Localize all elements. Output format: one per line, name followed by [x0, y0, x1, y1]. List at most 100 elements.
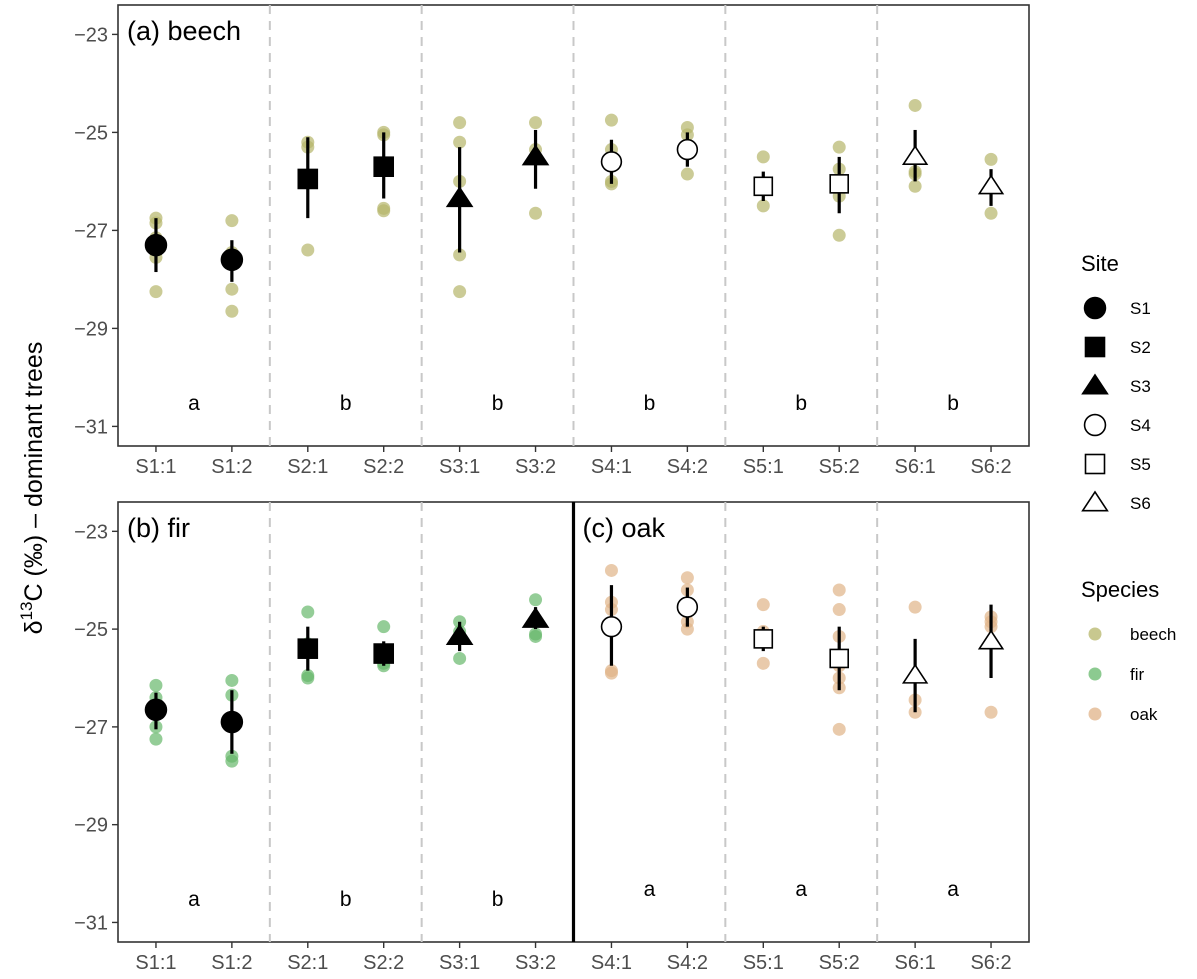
y-tick-label: −29	[74, 318, 108, 340]
group-letter: a	[188, 888, 200, 911]
observation-point	[225, 214, 239, 228]
x-tick-label: S2:2	[363, 456, 404, 478]
legend-site-label: S6	[1130, 494, 1151, 513]
observation-point	[832, 722, 846, 736]
legend-species-key	[1088, 707, 1102, 721]
mean-marker	[829, 174, 850, 194]
observation-point	[453, 285, 467, 299]
group-letter: b	[795, 392, 807, 415]
legend-site-key	[1081, 490, 1109, 512]
observation-point	[453, 651, 467, 665]
group-letter: a	[644, 878, 656, 901]
x-tick-label: S3:1	[439, 952, 480, 974]
group-letter: b	[340, 392, 352, 415]
legend-site-key	[1084, 336, 1106, 358]
x-tick-label: S5:2	[819, 952, 860, 974]
y-tick-label: −31	[74, 912, 108, 934]
x-tick-label: S1:2	[211, 952, 252, 974]
x-tick-label: S6:1	[895, 952, 936, 974]
legend-site-key	[1083, 296, 1107, 320]
x-tick-label: S3:1	[439, 456, 480, 478]
observation-point	[149, 285, 163, 299]
x-tick-label: S5:1	[743, 456, 784, 478]
mean-marker	[445, 623, 474, 645]
observation-point	[377, 204, 391, 218]
observation-point	[832, 228, 846, 242]
observation-point	[453, 135, 467, 149]
mean-marker	[901, 663, 929, 684]
group-letter: b	[644, 392, 656, 415]
x-tick-label: S3:2	[515, 952, 556, 974]
y-tick-label: −23	[74, 24, 108, 46]
legend-site-label: S3	[1130, 377, 1151, 396]
y-tick-label: −25	[74, 122, 108, 144]
observation-point	[377, 620, 391, 634]
observation-point	[529, 629, 543, 643]
observation-point	[832, 583, 846, 597]
x-tick-label: S5:1	[743, 952, 784, 974]
mean-marker	[676, 596, 699, 618]
group-letter: a	[188, 392, 200, 415]
observation-point	[604, 113, 618, 127]
mean-marker	[220, 710, 244, 734]
mean-marker	[220, 248, 244, 272]
observation-point	[225, 282, 239, 296]
y-axis-title: δ13C (‰) – dominant trees	[17, 342, 48, 635]
x-tick-label: S3:2	[515, 456, 556, 478]
observation-point	[149, 732, 163, 746]
observation-point	[225, 673, 239, 687]
observation-point	[984, 206, 998, 220]
observation-point	[984, 152, 998, 166]
legend-species-key	[1088, 667, 1102, 681]
panel-title: (b) fir	[127, 513, 190, 543]
observation-point	[225, 304, 239, 318]
mean-marker	[144, 698, 168, 722]
mean-marker	[676, 138, 699, 161]
y-tick-label: −23	[74, 521, 108, 543]
observation-point	[301, 605, 315, 619]
legend-title-species: Species	[1081, 577, 1159, 602]
legend-site-label: S2	[1130, 338, 1151, 357]
mean-marker	[373, 156, 395, 177]
legend-site-label: S5	[1130, 455, 1151, 474]
mean-marker	[445, 186, 474, 208]
x-tick-label: S6:1	[895, 456, 936, 478]
x-tick-label: S1:2	[211, 456, 252, 478]
x-tick-label: S4:2	[667, 456, 708, 478]
mean-marker	[977, 629, 1005, 650]
observation-point	[908, 98, 922, 112]
mean-marker	[521, 606, 550, 628]
mean-marker	[297, 168, 319, 190]
legend-site-key	[1084, 453, 1106, 475]
y-tick-label: −27	[74, 717, 108, 739]
mean-marker	[901, 145, 929, 166]
legend-site-key	[1081, 373, 1109, 395]
panel-top: −23 −25 −27 −29 −31 S1:1 S1:2 S2:1 S2:2 S3:1 S3:2 S…	[74, 4, 1030, 478]
y-tick-label: −31	[74, 416, 108, 438]
y-axis-title-delta: δ	[20, 620, 48, 634]
mean-marker	[600, 615, 623, 638]
legend-site-label: S1	[1130, 299, 1151, 318]
y-axis-title-rest: C (‰) – dominant trees	[20, 342, 48, 602]
group-letter: b	[492, 392, 504, 415]
observation-point	[908, 600, 922, 614]
observation-point	[453, 248, 467, 262]
legend: Site S1 S2 S3 S4 S5 S6 Species beech fir oak	[1081, 251, 1176, 724]
legend-site-label: S4	[1130, 416, 1151, 435]
y-tick-label: −25	[74, 619, 108, 641]
mean-marker	[977, 174, 1005, 195]
observation-point	[680, 167, 694, 181]
mean-marker	[521, 144, 550, 166]
observation-point	[301, 671, 315, 685]
group-letter: a	[947, 878, 959, 901]
x-tick-label: S4:1	[591, 456, 632, 478]
legend-species-key	[1088, 627, 1102, 641]
observation-point	[756, 656, 770, 670]
y-tick-label: −29	[74, 815, 108, 837]
observation-point	[149, 678, 163, 692]
observation-point	[832, 140, 846, 154]
x-tick-label: S6:2	[970, 456, 1011, 478]
observation-point	[529, 206, 543, 220]
group-letter: a	[795, 878, 807, 901]
